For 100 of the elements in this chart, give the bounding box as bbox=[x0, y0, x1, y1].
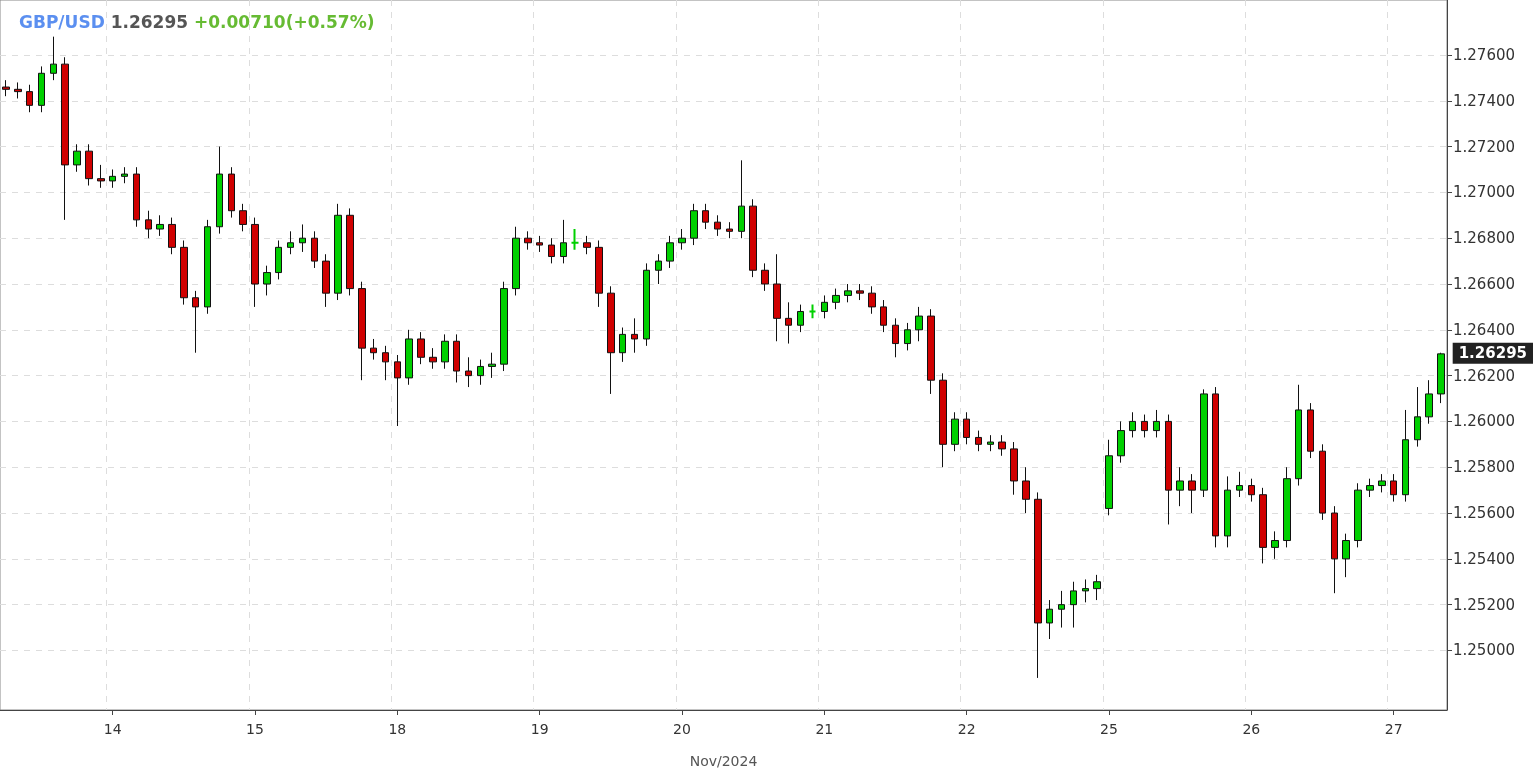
x-tick-label: 19 bbox=[530, 721, 549, 737]
candlestick bbox=[987, 434, 994, 452]
candlestick bbox=[868, 285, 876, 315]
candlestick bbox=[1212, 386, 1219, 548]
candlestick bbox=[821, 294, 828, 319]
candlestick bbox=[275, 239, 282, 280]
candlestick bbox=[880, 299, 887, 333]
candlestick bbox=[14, 81, 22, 99]
candlestick bbox=[382, 345, 389, 381]
candlestick bbox=[1354, 482, 1362, 548]
candlestick bbox=[239, 203, 247, 232]
y-tick-label: 1.25400 bbox=[1453, 549, 1516, 568]
candlestick bbox=[394, 354, 401, 427]
candlestick bbox=[334, 203, 342, 301]
candlestick bbox=[655, 253, 662, 285]
candlestick bbox=[1437, 352, 1445, 404]
candlestick bbox=[702, 203, 709, 230]
candlestick bbox=[607, 285, 615, 395]
candlestick bbox=[429, 347, 437, 370]
candlestick bbox=[168, 217, 176, 255]
candlestick bbox=[370, 338, 377, 361]
x-axis-title: Nov/2024 bbox=[689, 753, 758, 769]
candlestick bbox=[121, 166, 128, 184]
candlestick bbox=[1307, 402, 1314, 459]
candlestick bbox=[97, 164, 105, 189]
candlestick bbox=[738, 159, 745, 239]
candlestick bbox=[524, 230, 532, 251]
candlestick bbox=[26, 84, 33, 113]
candlestick bbox=[548, 237, 555, 264]
candlestick bbox=[1402, 409, 1409, 503]
candlestick bbox=[1319, 443, 1326, 521]
y-tick-label: 1.25600 bbox=[1453, 504, 1516, 523]
x-tick-label: 20 bbox=[673, 721, 691, 737]
candlestick bbox=[216, 146, 223, 235]
x-tick-label: 18 bbox=[388, 721, 407, 737]
candlestick bbox=[1093, 574, 1101, 601]
candlestick bbox=[927, 308, 935, 395]
candlestick bbox=[619, 327, 626, 363]
y-tick-label: 1.26800 bbox=[1453, 229, 1516, 248]
candlestick bbox=[73, 143, 81, 173]
x-tick-label: 15 bbox=[246, 721, 264, 737]
candlestick bbox=[1141, 414, 1148, 438]
candlestick bbox=[417, 331, 425, 365]
candlestick bbox=[975, 430, 982, 452]
candlestick bbox=[109, 168, 116, 189]
candlestick bbox=[583, 235, 591, 255]
candlestick bbox=[726, 221, 733, 239]
y-tick-label: 1.27200 bbox=[1453, 137, 1516, 156]
candlestick bbox=[856, 283, 864, 301]
candlestick bbox=[1188, 473, 1196, 514]
candlestick bbox=[1378, 473, 1386, 493]
text: 1.26295 bbox=[1458, 344, 1528, 363]
candlestick bbox=[299, 223, 306, 253]
candlestick bbox=[1283, 466, 1291, 548]
candlestick bbox=[1390, 473, 1397, 503]
candlestick bbox=[761, 262, 769, 292]
y-tick-label: 1.27000 bbox=[1453, 183, 1516, 202]
candlestick bbox=[465, 356, 472, 388]
candlestick bbox=[145, 210, 152, 239]
candlestick bbox=[204, 219, 211, 315]
candlestick bbox=[346, 207, 354, 296]
candlestick bbox=[1295, 384, 1302, 487]
candlestick bbox=[892, 317, 899, 358]
candlestick bbox=[61, 56, 69, 221]
y-tick-label: 1.27400 bbox=[1453, 91, 1516, 110]
candlestick bbox=[678, 228, 686, 251]
candlestick bbox=[477, 359, 484, 386]
candlestick bbox=[749, 198, 757, 278]
candlestick bbox=[1010, 441, 1018, 496]
candlestick bbox=[1165, 414, 1172, 525]
candlestick bbox=[832, 288, 840, 310]
candlestick bbox=[85, 143, 93, 187]
candlestick bbox=[797, 304, 804, 333]
candlestick bbox=[1259, 487, 1267, 564]
candlestick bbox=[1082, 578, 1089, 603]
candlestick bbox=[251, 217, 259, 308]
candlestick bbox=[1414, 386, 1421, 448]
candlestick bbox=[785, 301, 792, 345]
candlestick bbox=[1200, 388, 1208, 498]
candlestick bbox=[512, 226, 520, 296]
candlestick bbox=[915, 306, 923, 342]
candlestick bbox=[1022, 466, 1030, 514]
x-tick-label: 25 bbox=[1100, 721, 1118, 737]
candlestick bbox=[1425, 379, 1433, 425]
y-tick-label: 1.25000 bbox=[1453, 641, 1516, 660]
y-tick-label: 1.25800 bbox=[1453, 458, 1516, 477]
candlestick bbox=[536, 235, 543, 253]
y-tick-label: 1.26600 bbox=[1453, 275, 1516, 293]
candlestick bbox=[631, 317, 638, 354]
candlestick bbox=[904, 322, 911, 351]
candlestick bbox=[1117, 420, 1125, 464]
candlestick bbox=[1070, 581, 1077, 629]
candlestick bbox=[50, 36, 57, 81]
candlestick bbox=[844, 283, 852, 303]
candlestick bbox=[560, 219, 567, 264]
candlestick bbox=[2, 79, 10, 97]
candlestick bbox=[1058, 590, 1065, 629]
candlestick bbox=[228, 166, 235, 219]
candlestick bbox=[311, 230, 318, 269]
y-tick-label: 1.26400 bbox=[1453, 320, 1516, 339]
